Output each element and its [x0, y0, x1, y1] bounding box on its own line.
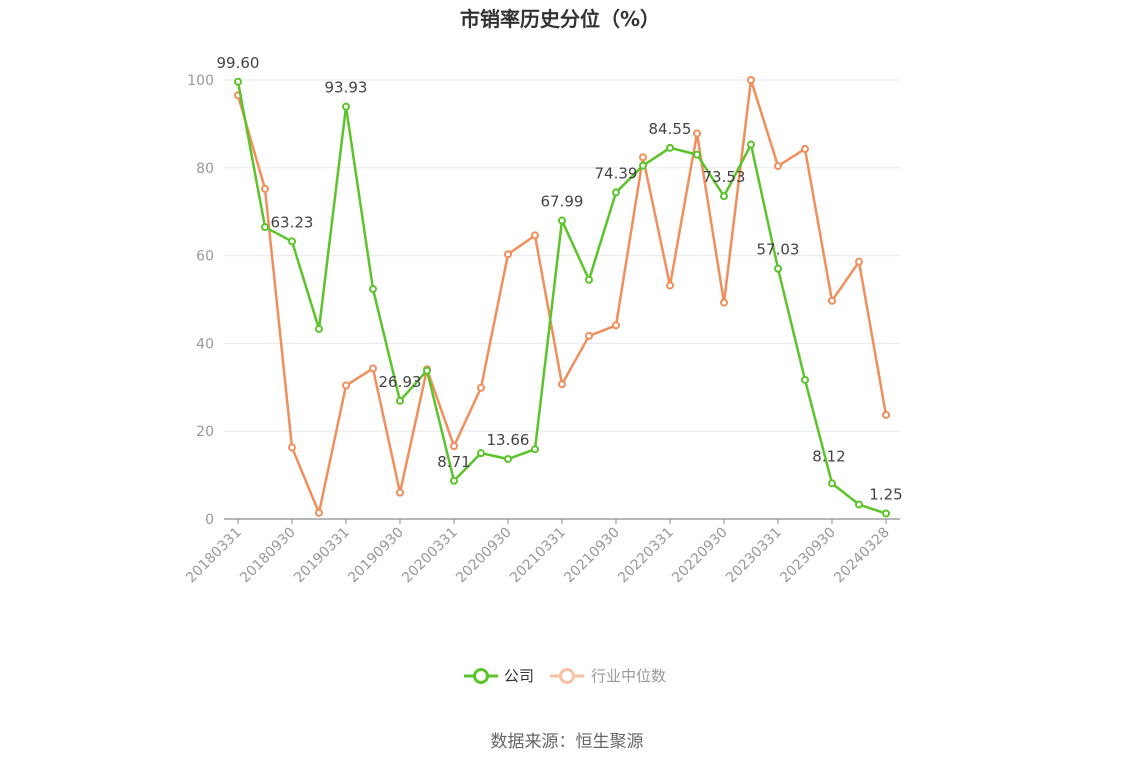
- data-labels: 99.60 63.23 93.93 26.93 8.71 13.66 67.99 74.39 8…: [217, 54, 903, 504]
- legend-industry-label: 行业中位数: [591, 667, 666, 685]
- data-point[interactable]: [315, 508, 323, 517]
- data-point[interactable]: [855, 257, 863, 266]
- x-tick-label: 20230930: [777, 525, 839, 587]
- data-point[interactable]: [261, 184, 269, 193]
- data-point[interactable]: [882, 410, 890, 419]
- y-tick-label: 0: [205, 512, 214, 528]
- legend-company-marker: [473, 668, 489, 684]
- data-point[interactable]: [693, 150, 701, 159]
- data-point[interactable]: [639, 161, 647, 170]
- data-point[interactable]: [855, 500, 863, 509]
- data-point[interactable]: [477, 449, 485, 458]
- x-tick-label: 20230331: [723, 525, 785, 587]
- x-tick-label: 20220331: [615, 525, 677, 587]
- legend-industry-marker: [559, 668, 575, 684]
- data-point[interactable]: [558, 380, 566, 389]
- x-tick-label: 20240328: [831, 525, 893, 587]
- data-point[interactable]: [288, 237, 296, 246]
- data-point[interactable]: [369, 364, 377, 373]
- data-point[interactable]: [234, 77, 242, 86]
- data-point[interactable]: [369, 284, 377, 293]
- data-point[interactable]: [504, 455, 512, 464]
- data-point[interactable]: [423, 366, 431, 375]
- data-point[interactable]: [450, 476, 458, 485]
- x-tick-label: 20210930: [561, 525, 623, 587]
- x-tick-label: 20190930: [345, 525, 407, 587]
- data-point[interactable]: [801, 144, 809, 153]
- data-label: 93.93: [325, 79, 368, 97]
- data-point[interactable]: [828, 479, 836, 488]
- data-point[interactable]: [585, 275, 593, 284]
- data-point[interactable]: [747, 140, 755, 149]
- series-company: [234, 77, 890, 518]
- data-label: 8.12: [812, 447, 845, 465]
- data-point[interactable]: [720, 298, 728, 307]
- data-point[interactable]: [531, 231, 539, 240]
- x-tick-label: 20190331: [291, 525, 353, 587]
- data-point[interactable]: [477, 383, 485, 392]
- legend-company-label: 公司: [504, 667, 534, 685]
- data-label: 74.39: [595, 164, 638, 182]
- legend-item-industry-median[interactable]: 行业中位数: [550, 667, 666, 685]
- data-point[interactable]: [558, 216, 566, 225]
- x-axis: 2018033120180930201903312019093020200331…: [183, 518, 900, 587]
- data-point[interactable]: [396, 396, 404, 405]
- data-label: 13.66: [487, 431, 530, 449]
- x-tick-label: 20200331: [399, 525, 461, 587]
- data-label: 26.93: [379, 373, 422, 391]
- data-label: 57.03: [757, 241, 800, 259]
- x-tick-label: 20200930: [453, 525, 515, 587]
- x-tick-label: 20180331: [183, 525, 245, 587]
- data-point[interactable]: [342, 381, 350, 390]
- data-point[interactable]: [585, 331, 593, 340]
- data-point[interactable]: [396, 488, 404, 497]
- data-point[interactable]: [315, 324, 323, 333]
- data-point[interactable]: [342, 102, 350, 111]
- legend[interactable]: 公司 行业中位数: [464, 667, 666, 685]
- data-point[interactable]: [639, 153, 647, 162]
- data-point[interactable]: [720, 192, 728, 201]
- data-point[interactable]: [774, 264, 782, 273]
- data-label: 99.60: [217, 54, 260, 72]
- chart-title: 市销率历史分位（%）: [460, 7, 660, 31]
- series-line: [236, 78, 888, 515]
- data-point[interactable]: [774, 162, 782, 171]
- series-industry-median: [234, 76, 890, 517]
- y-tick-label: 80: [196, 161, 214, 177]
- y-tick-label: 100: [187, 73, 214, 89]
- x-tick-label: 20220930: [669, 525, 731, 587]
- data-point[interactable]: [504, 250, 512, 259]
- data-point[interactable]: [747, 76, 755, 84]
- data-label: 67.99: [541, 193, 584, 211]
- data-point[interactable]: [288, 443, 296, 452]
- data-label: 73.53: [703, 168, 746, 186]
- x-tick-label: 20180930: [237, 525, 299, 587]
- y-tick-label: 60: [196, 249, 214, 265]
- data-point[interactable]: [882, 509, 890, 518]
- data-point[interactable]: [612, 321, 620, 330]
- y-tick-label: 40: [196, 336, 214, 352]
- data-point[interactable]: [666, 143, 674, 152]
- data-point[interactable]: [801, 375, 809, 384]
- data-label: 1.25: [869, 486, 902, 504]
- data-point[interactable]: [828, 296, 836, 305]
- series-layer: [234, 76, 890, 518]
- series-line: [236, 81, 887, 515]
- data-label: 8.71: [437, 453, 470, 471]
- data-point[interactable]: [450, 442, 458, 451]
- legend-item-company[interactable]: 公司: [464, 667, 534, 685]
- data-point[interactable]: [261, 223, 269, 232]
- grid-lines: [224, 79, 900, 432]
- x-tick-label: 20210331: [507, 525, 569, 587]
- data-point[interactable]: [531, 445, 539, 454]
- data-label: 84.55: [649, 120, 692, 138]
- data-point[interactable]: [612, 188, 620, 197]
- y-tick-label: 20: [196, 424, 214, 440]
- data-source: 数据来源：恒生聚源: [491, 732, 644, 752]
- data-point[interactable]: [666, 281, 674, 290]
- data-label: 63.23: [271, 213, 314, 231]
- data-point[interactable]: [693, 129, 701, 138]
- y-axis: 0 20 40 60 80 100: [187, 73, 214, 528]
